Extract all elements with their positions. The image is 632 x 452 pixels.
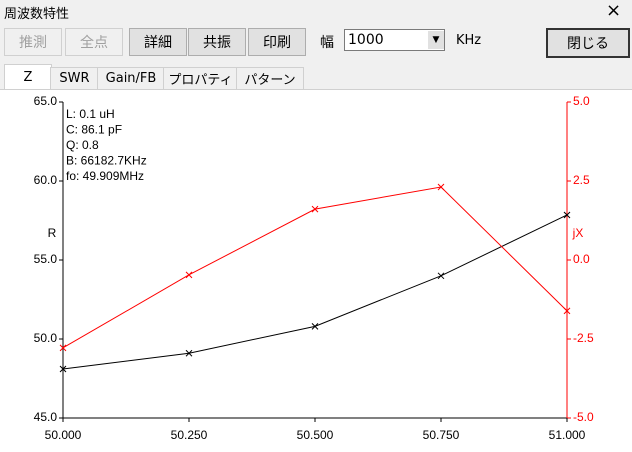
annotation: B: 66182.7KHz [66,154,147,168]
tab[interactable]: SWR [50,67,99,89]
point-marker [437,183,445,191]
point-marker [185,271,193,279]
y2-tick-label: -5.0 [573,410,594,424]
tab[interactable]: Gain/FB [97,67,165,89]
annotation: L: 0.1 uH [66,107,115,121]
point-marker [311,205,319,213]
close-icon[interactable]: × [606,0,622,21]
point-marker [185,349,193,357]
y-tick-label: 55.0 [34,252,58,266]
y2-tick-label: 5.0 [573,94,590,108]
point-marker [59,365,67,373]
y-axis-label: R [48,226,57,240]
toolbar-button: 推測 [4,28,62,56]
toolbar-button[interactable]: 詳細 [129,28,187,56]
point-marker [563,211,571,219]
annotation: C: 86.1 pF [66,123,122,137]
y-tick-label: 60.0 [34,173,58,187]
unit-label: KHz [456,33,482,48]
dropdown-arrow[interactable]: ▼ [428,31,444,49]
y-tick-label: 50.0 [34,331,58,345]
x-tick-label: 50.500 [297,428,334,442]
series-line [62,186,568,349]
y2-axis-label: jX [572,226,584,240]
y2-tick-label: -2.5 [573,331,594,345]
x-tick-label: 50.000 [45,428,82,442]
annotation: fo: 49.909MHz [66,169,144,183]
point-marker [563,307,571,315]
width-label: 幅 [320,35,334,51]
width-select[interactable]: 1000 ▼ [344,29,445,51]
width-value: 1000 [348,32,384,48]
tab[interactable]: プロパティ [163,67,238,89]
x-tick-label: 51.000 [549,428,586,442]
window-title: 周波数特性 [4,7,70,22]
y-tick-label: 65.0 [34,94,58,108]
toolbar-button: 全点 [65,28,123,56]
x-tick-label: 50.750 [423,428,460,442]
tab[interactable]: パターン [236,67,304,89]
y2-tick-label: 0.0 [573,252,590,266]
tab[interactable]: Z [4,64,52,90]
point-marker [437,272,445,280]
toolbar-button[interactable]: 印刷 [248,28,306,56]
x-tick-label: 50.250 [171,428,208,442]
series-line [62,214,568,370]
chart-panel [0,89,632,452]
y-tick-label: 45.0 [34,410,58,424]
point-marker [311,323,319,330]
chart: 45.0 50.0 55.0 60.0 65.0 -5.0 -2.5 0.0 2.5 5.0 50.… [34,94,594,442]
toolbar-button[interactable]: 共振 [188,28,246,56]
point-marker [59,344,67,352]
y2-tick-label: 2.5 [573,173,590,187]
annotation: Q: 0.8 [66,138,99,152]
close-button[interactable]: 閉じる [546,28,630,58]
